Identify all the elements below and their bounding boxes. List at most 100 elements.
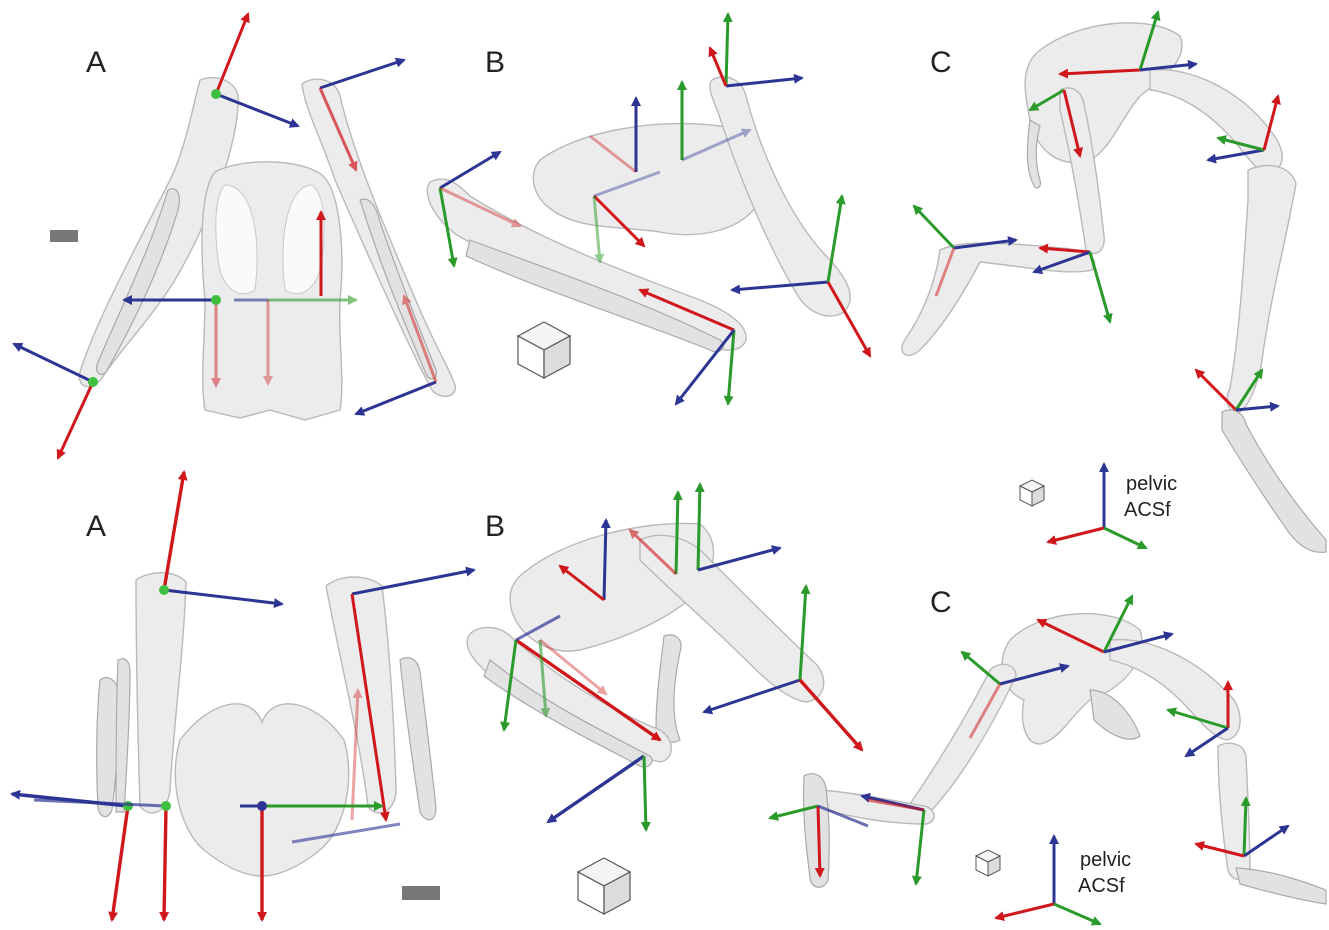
orientation-cube-icon <box>974 849 1002 877</box>
axis-z-arrow <box>953 236 1018 250</box>
axis-z-arrow <box>439 150 502 190</box>
axis-z-arrow <box>1032 250 1091 275</box>
axis-x-arrow <box>814 805 825 878</box>
panel-c-bottom: C <box>768 586 1327 926</box>
axis-y-arrow <box>1053 902 1102 926</box>
axis-z-arrow <box>1206 148 1265 164</box>
joint-center-marker <box>161 801 171 811</box>
axis-z-arrow <box>354 380 437 416</box>
legend-label-line2: ACSf <box>1078 875 1125 897</box>
axis-z-arrow <box>215 92 300 128</box>
axis-y-arrow <box>438 187 458 268</box>
axis-x-arrow <box>108 805 130 922</box>
axis-z-arrow <box>725 73 804 88</box>
axis-z-arrow <box>1103 631 1174 654</box>
axis-z-arrow <box>291 822 401 844</box>
axis-x-arrow <box>159 805 170 922</box>
axis-z-arrow <box>163 588 284 609</box>
legend-label-line1: pelvic <box>1126 473 1177 495</box>
top-row: A <box>12 10 1327 553</box>
joint-center-marker <box>159 585 169 595</box>
axis-x-arrow <box>439 186 522 228</box>
axis-z-arrow <box>817 804 869 828</box>
axis-x-arrow <box>1046 526 1105 545</box>
axis-z-arrow <box>730 280 829 295</box>
axis-x-arrow <box>994 902 1055 921</box>
axis-x-arrow <box>402 294 438 383</box>
axis-y-arrow <box>911 809 926 886</box>
panel-c-bottom-label: C <box>930 586 952 619</box>
axis-y-arrow <box>500 639 518 732</box>
axis-y-arrow <box>538 639 551 718</box>
axis-x-arrow <box>1194 841 1245 858</box>
axis-y-arrow <box>768 804 819 821</box>
axis-y-arrow <box>912 204 956 250</box>
axis-y-arrow <box>960 650 1001 686</box>
axis-x-arrow <box>867 798 925 812</box>
axis-y-arrow <box>1234 368 1264 411</box>
axis-z-arrow <box>999 663 1070 686</box>
panel-c-top-label: C <box>930 46 952 79</box>
axis-x-arrow <box>798 678 864 752</box>
axis-z-arrow <box>702 678 801 715</box>
axis-z-arrow <box>1184 726 1229 758</box>
axis-z-arrow <box>593 170 661 198</box>
axis-z-arrow <box>12 342 94 384</box>
pelvis-bone <box>174 703 350 877</box>
axis-y-arrow <box>1138 10 1161 71</box>
panel-c-top: C <box>901 10 1327 553</box>
axis-x-arrow <box>826 281 872 358</box>
right-femur-bone <box>1149 68 1283 173</box>
tarsometatarsus-bone <box>802 773 830 888</box>
axis-z-arrow <box>1139 59 1198 72</box>
axis-y-arrow <box>640 755 651 832</box>
axis-y-arrow <box>1103 526 1148 550</box>
scale-bar <box>50 230 78 242</box>
axis-x-arrow <box>1062 89 1083 158</box>
legend-label-line2: ACSf <box>1124 499 1171 521</box>
right-tarsometatarsus-bone <box>1235 867 1327 905</box>
axis-y-arrow <box>1102 594 1134 653</box>
axis-x-arrow <box>589 134 637 174</box>
right-femur-bone <box>1109 638 1241 741</box>
bottom-row: A B <box>10 470 1327 926</box>
pelvic-ischium-bone <box>1089 689 1141 740</box>
joint-center-marker <box>88 377 98 387</box>
axis-x-arrow <box>558 564 605 602</box>
axis-x-arrow <box>934 247 956 297</box>
axis-z-arrow <box>681 128 752 162</box>
axis-y-arrow <box>798 584 811 681</box>
axis-y-arrow <box>592 195 605 264</box>
axis-x-arrow <box>539 638 608 696</box>
right-tibia-bone <box>1226 164 1297 413</box>
axis-x-arrow <box>1058 68 1141 79</box>
panel-a-bottom-label: A <box>86 510 106 543</box>
axis-y-arrow <box>1028 88 1065 112</box>
left-tibia-bone <box>483 659 653 768</box>
scale-bar <box>402 886 440 900</box>
axis-x-arrow <box>628 528 678 576</box>
pelvic-acs-legend: pelvic ACSf <box>974 834 1131 926</box>
axis-x-arrow <box>350 688 363 821</box>
pelvic-ischium-bone <box>1026 119 1041 189</box>
orientation-cube-icon <box>1018 479 1046 507</box>
axis-x-arrow <box>592 194 646 248</box>
axis-z-arrow <box>33 798 167 808</box>
axis-x-arrow <box>162 470 188 591</box>
right-tibia-bone <box>399 657 437 821</box>
axis-z-arrow <box>600 518 611 601</box>
joint-center-marker <box>257 801 267 811</box>
axis-x-arrow <box>318 87 358 172</box>
joint-center-marker <box>211 89 221 99</box>
left-fibula-bone <box>115 658 131 813</box>
axis-z-arrow <box>674 329 736 406</box>
axis-y-arrow <box>672 490 683 575</box>
axis-z-arrow <box>1243 824 1290 858</box>
orientation-cube-icon <box>576 857 632 916</box>
axis-x-arrow <box>1262 94 1281 151</box>
axis-z-arrow <box>351 566 476 596</box>
pelvic-ischium-bone <box>655 634 682 743</box>
panel-b-top-label: B <box>485 46 505 79</box>
axis-y-arrow <box>722 12 733 87</box>
